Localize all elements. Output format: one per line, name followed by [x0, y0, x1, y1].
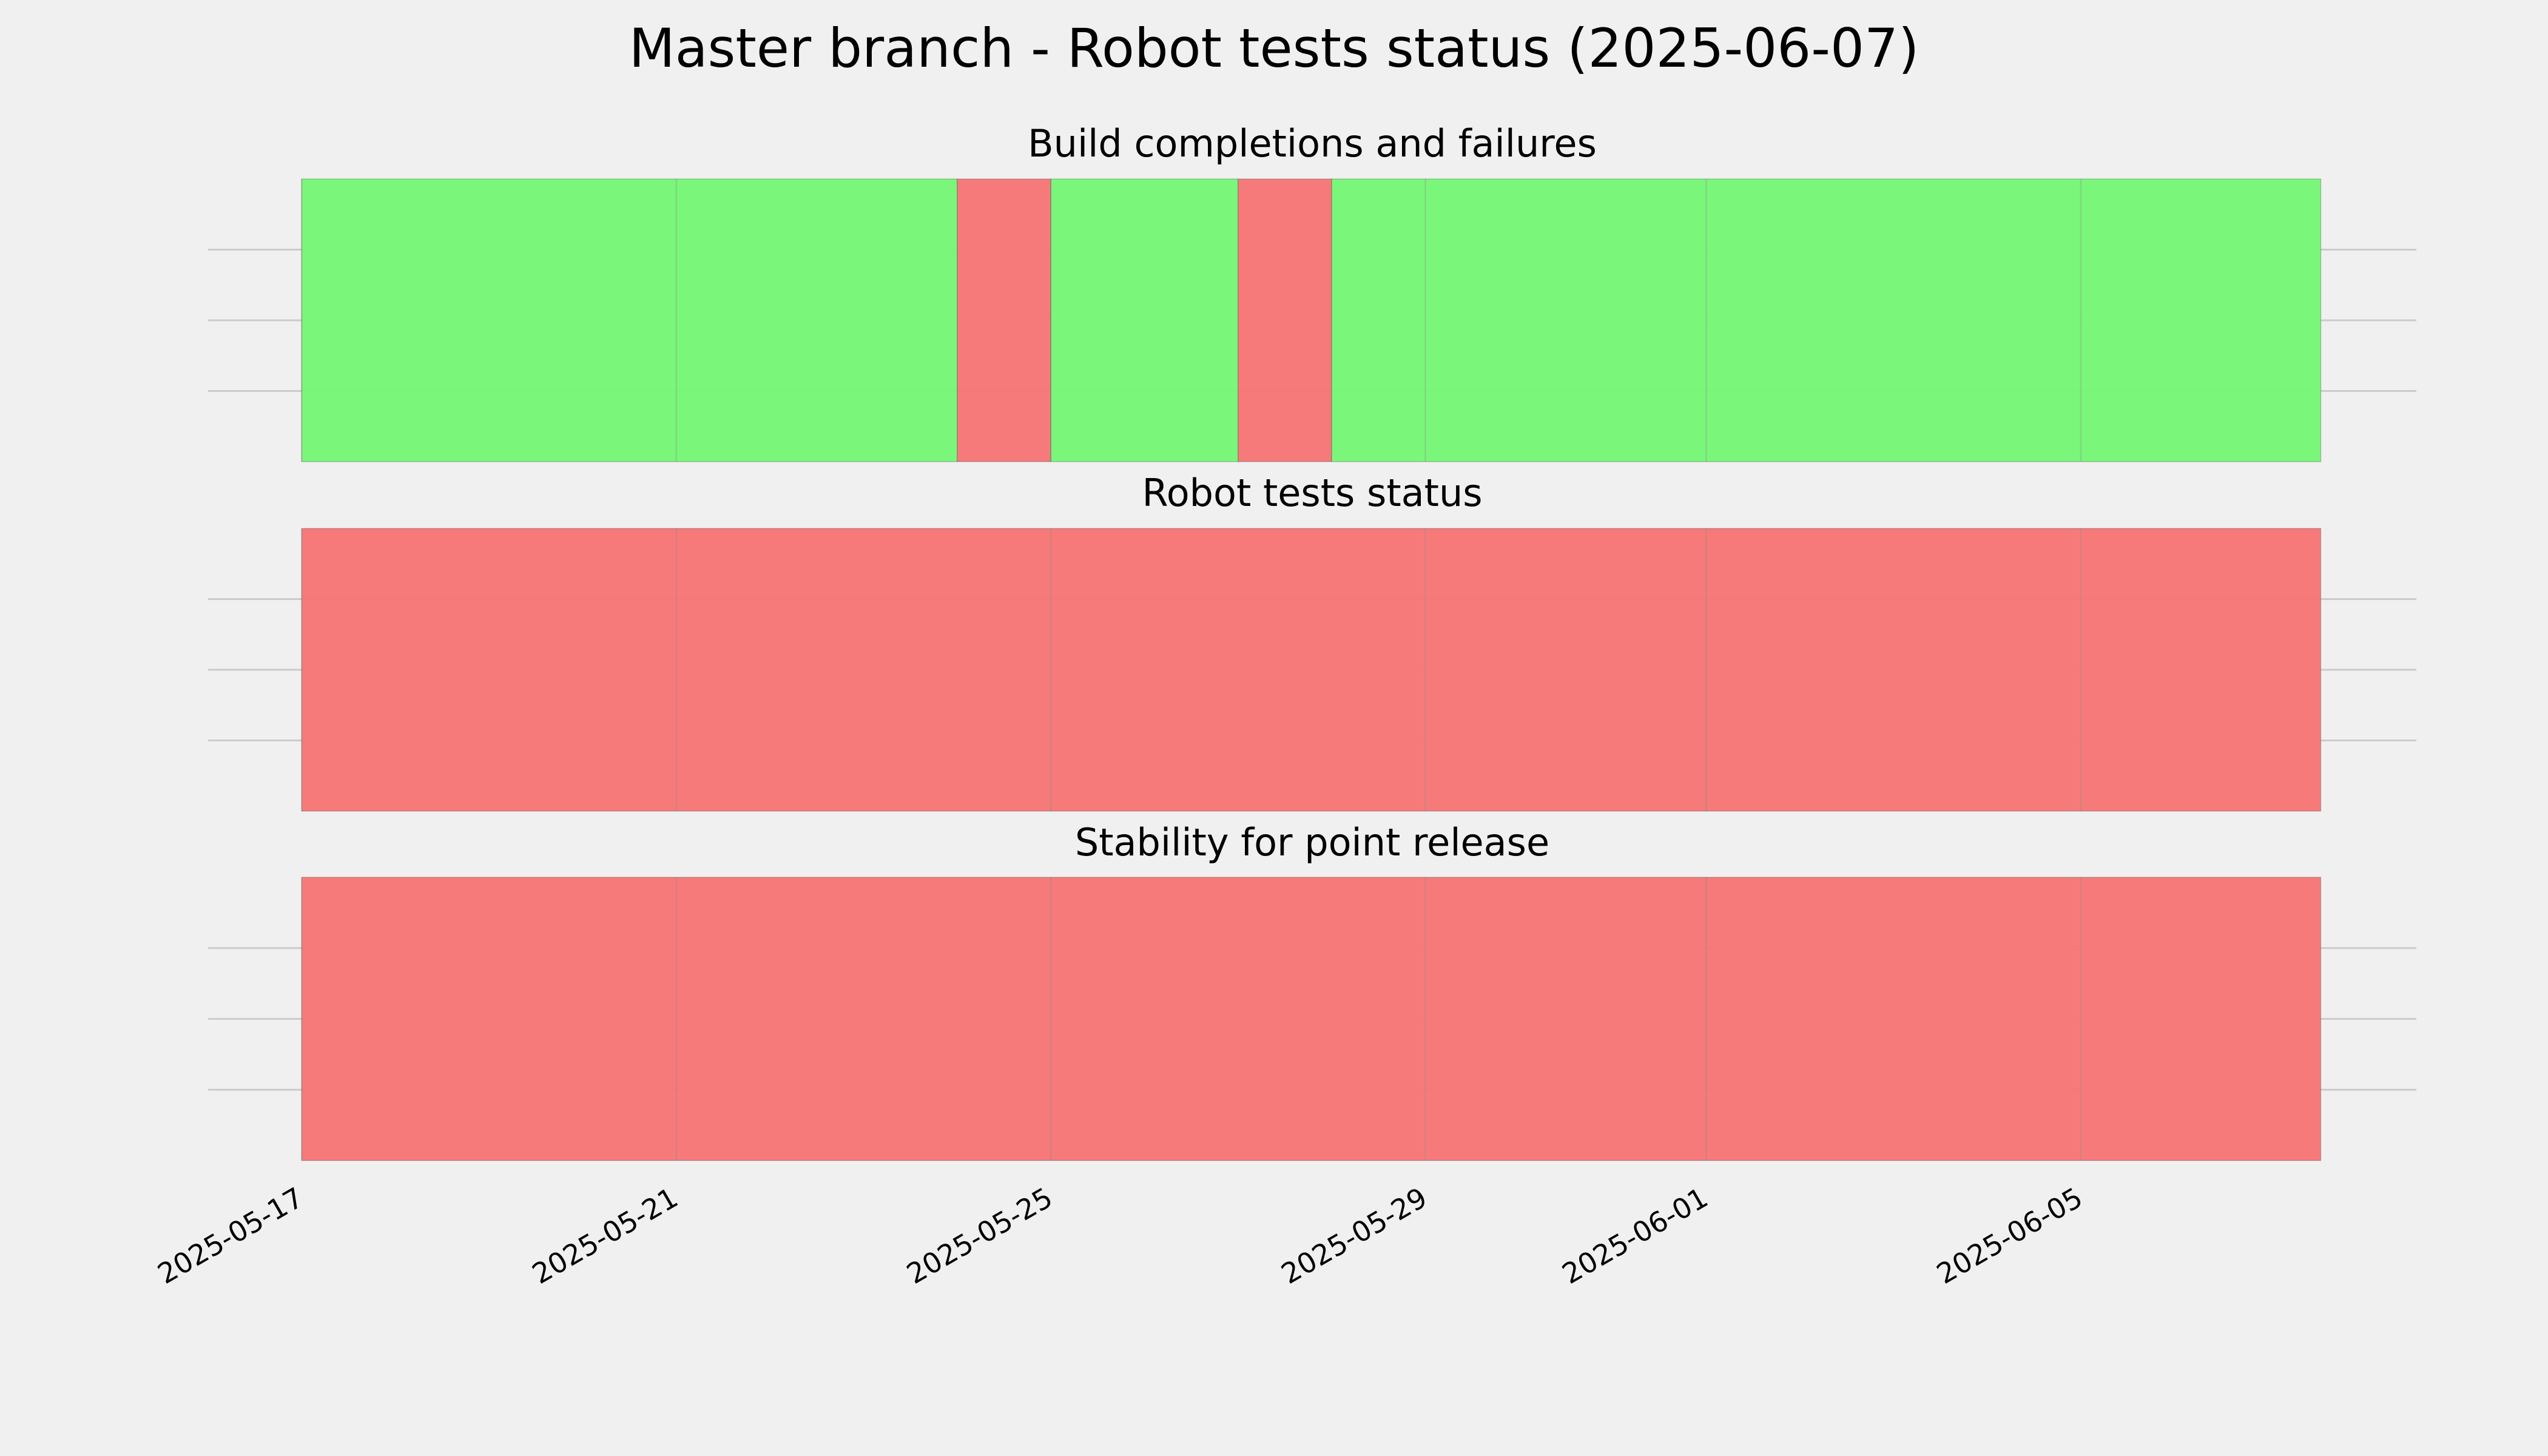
figure-title: Master branch - Robot tests status (2025…	[629, 17, 1919, 79]
status-span	[301, 178, 958, 462]
status-span	[957, 178, 1051, 462]
status-span	[1050, 178, 1239, 462]
subplot-title: Robot tests status	[1142, 471, 1482, 515]
subplot-title: Build completions and failures	[1028, 121, 1597, 166]
status-span	[1238, 178, 1332, 462]
status-span	[301, 877, 2322, 1161]
subplot-title: Stability for point release	[1075, 820, 1549, 864]
status-span	[301, 528, 2322, 812]
status-span	[1331, 178, 2322, 462]
